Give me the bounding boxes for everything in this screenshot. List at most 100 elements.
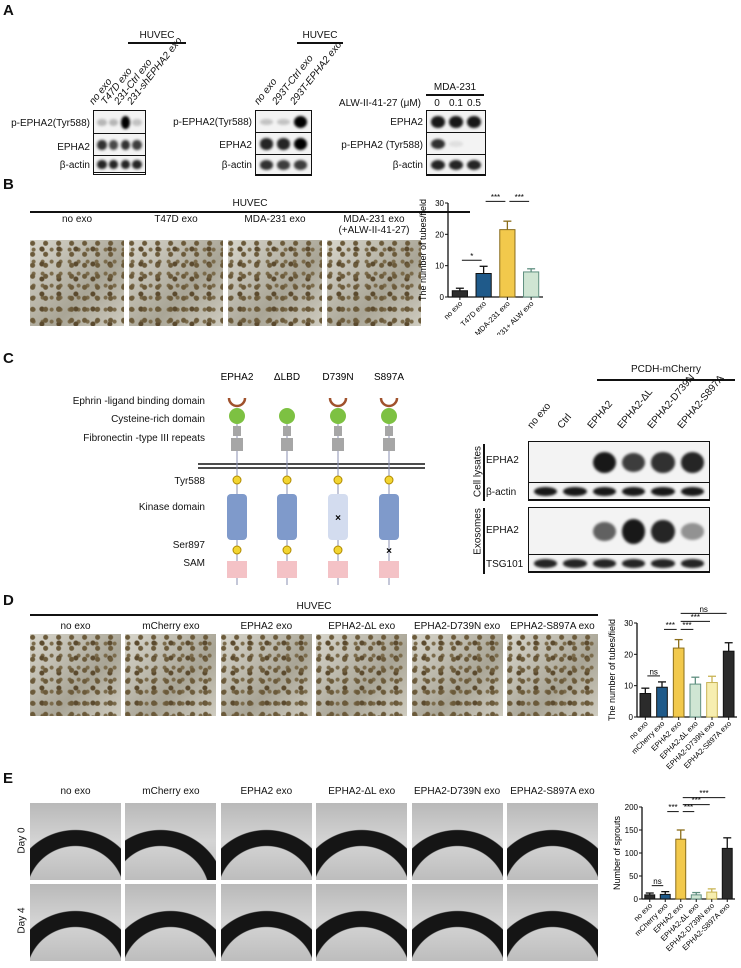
row-label: β-actin — [59, 160, 90, 171]
band — [651, 452, 675, 473]
y-tick-label: 10 — [624, 682, 633, 691]
band — [259, 160, 274, 170]
y-tick-label: 150 — [625, 826, 639, 835]
fibronectin-repeat — [385, 426, 393, 436]
micrograph — [411, 634, 503, 716]
y-tick-label: 30 — [435, 199, 444, 208]
mutation-mark: × — [386, 546, 392, 557]
blot-row — [529, 483, 709, 500]
band — [680, 452, 705, 473]
treatment-label: ALW-II-41-27 (μM) — [338, 98, 421, 109]
micrograph-spheroid — [507, 884, 598, 961]
row-label: β-actin — [221, 160, 252, 171]
micrograph-spheroid — [316, 884, 408, 961]
y-tick-label: 100 — [625, 849, 639, 858]
panel-b-header: HUVEC — [232, 198, 268, 209]
image-title: EPHA2-ΔL exo — [328, 621, 396, 632]
row-label: p-EPHA2(Tyr588) — [11, 118, 90, 129]
band — [621, 559, 646, 568]
band — [651, 487, 675, 496]
header-line — [597, 379, 735, 381]
bar — [499, 229, 516, 298]
kinase-domain — [227, 494, 247, 540]
band — [680, 523, 705, 540]
significance-label: *** — [491, 193, 500, 202]
blot-row — [427, 111, 485, 133]
lane-label: Ctrl — [555, 412, 575, 431]
band — [276, 138, 291, 150]
y-axis-label: The number of tubes/field — [418, 199, 428, 301]
significance-label: *** — [691, 613, 700, 622]
image-title: EPHA2 exo — [240, 786, 293, 797]
blot-row — [94, 134, 145, 156]
header-line — [30, 614, 598, 616]
image-title: EPHA2 exo — [240, 621, 293, 632]
significance-label: ns — [653, 877, 661, 886]
blot-row — [427, 133, 485, 155]
band — [533, 487, 558, 496]
domain-label: Cysteine-rich domain — [111, 414, 205, 425]
bar — [706, 682, 718, 718]
blot-row — [256, 133, 311, 155]
blot-header: PCDH-mCherry — [631, 364, 701, 375]
micrograph — [30, 634, 121, 716]
significance-label: *** — [684, 803, 693, 812]
significance-label: *** — [666, 621, 675, 630]
bar — [672, 647, 685, 718]
band — [592, 559, 617, 568]
band — [293, 115, 308, 129]
band — [293, 160, 308, 170]
bar — [659, 893, 671, 900]
significance-label: *** — [515, 193, 524, 202]
significance-label: * — [470, 252, 473, 261]
micrograph — [316, 634, 408, 716]
band — [448, 116, 464, 128]
tyr588-site — [333, 475, 343, 485]
band — [132, 119, 142, 126]
bar — [706, 891, 718, 900]
image-title: MDA-231 exo (+ALW-II-41-27) — [338, 214, 410, 236]
domain-diagram: EPHA2 ΔLBD D739N × S897A × — [198, 372, 425, 585]
blot-image — [93, 110, 146, 175]
band — [448, 159, 464, 171]
band — [276, 118, 291, 126]
sam-domain — [379, 561, 399, 578]
ser897-site — [232, 545, 242, 555]
band — [651, 519, 675, 544]
panel-label-d: D — [3, 592, 14, 609]
micrograph-spheroid — [316, 803, 408, 880]
bar — [675, 838, 687, 900]
row-label: EPHA2 — [390, 117, 423, 128]
header-line — [128, 42, 186, 44]
blot-image-exosomes — [528, 507, 710, 573]
ser897-site — [333, 545, 343, 555]
image-title: EPHA2-S897A exo — [510, 786, 595, 797]
bar — [644, 894, 656, 900]
band — [108, 119, 119, 126]
row-label: EPHA2 — [219, 140, 252, 151]
band — [563, 559, 587, 568]
blot-row — [529, 555, 709, 572]
band — [680, 487, 705, 496]
construct-label: ΔLBD — [274, 372, 300, 383]
sam-domain — [277, 561, 297, 578]
significance-label: *** — [699, 790, 708, 798]
band — [120, 139, 131, 151]
domain-label: Kinase domain — [138, 502, 205, 513]
bar — [722, 650, 735, 718]
panel-label-a: A — [3, 2, 14, 19]
y-tick-label: 10 — [435, 262, 444, 271]
y-tick-label: 20 — [435, 230, 444, 239]
y-tick-label: 0 — [634, 895, 639, 904]
y-axis-label: Number of sprouts — [612, 815, 622, 890]
band — [293, 137, 308, 151]
band — [592, 487, 617, 496]
band — [466, 116, 482, 128]
band — [132, 139, 142, 151]
image-title: no exo — [61, 214, 93, 225]
blot-row — [529, 508, 709, 555]
sam-domain — [328, 561, 348, 578]
micrograph-spheroid — [125, 884, 217, 961]
micrograph-spheroid — [220, 803, 312, 880]
